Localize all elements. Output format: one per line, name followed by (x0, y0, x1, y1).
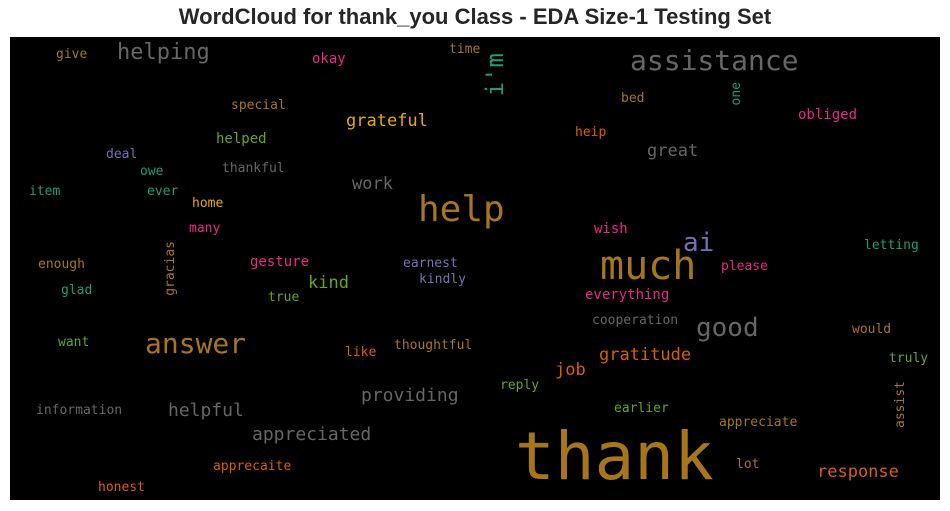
word-appreciate: appreciate (719, 415, 798, 430)
word-obliged: obliged (798, 107, 858, 123)
word-thankful: thankful (222, 161, 285, 176)
word-bed: bed (621, 91, 645, 106)
word-thoughtful: thoughtful (394, 338, 473, 353)
word-heip: heip (575, 125, 607, 140)
word-earlier: earlier (614, 401, 669, 416)
word-helped: helped (216, 131, 267, 147)
word-earnest: earnest (403, 256, 458, 271)
word-much: much (600, 243, 697, 289)
word-grateful: grateful (346, 111, 428, 131)
word-good: good (696, 313, 759, 343)
word-letting: letting (864, 238, 919, 253)
word-honest: honest (98, 480, 145, 495)
word-glad: glad (61, 283, 93, 298)
word-information: information (36, 403, 123, 418)
word-everything: everything (585, 287, 670, 303)
wordcloud-canvas: thank help much answer assistance good helping… (10, 37, 940, 500)
word-deal: deal (106, 147, 138, 162)
word-reply: reply (500, 378, 540, 393)
word-great: great (647, 141, 699, 161)
word-kind: kind (308, 273, 349, 293)
word-okay: okay (312, 51, 346, 67)
word-true: true (268, 290, 300, 305)
word-appreciated: appreciated (252, 424, 372, 445)
word-item: item (29, 184, 61, 199)
word-time: time (449, 42, 481, 57)
chart-title: WordCloud for thank_you Class - EDA Size… (178, 4, 772, 29)
word-im: i'm (481, 53, 509, 97)
word-assistance: assistance (630, 44, 799, 77)
word-enough: enough (38, 257, 85, 272)
word-work: work (352, 174, 393, 194)
word-many: many (189, 221, 221, 236)
word-home: home (192, 196, 224, 211)
word-would: would (852, 322, 892, 337)
word-assist: assist (893, 381, 908, 428)
word-special: special (231, 98, 286, 113)
word-kindly: kindly (419, 272, 466, 287)
word-gracias: gracias (163, 241, 178, 296)
word-helping: helping (117, 40, 210, 65)
word-job: job (555, 360, 586, 380)
word-truly: truly (889, 351, 929, 366)
word-please: please (721, 259, 768, 274)
word-owe: owe (140, 164, 164, 179)
word-gesture: gesture (250, 254, 310, 270)
word-one: one (729, 82, 744, 106)
word-providing: providing (361, 385, 459, 406)
word-wish: wish (594, 221, 628, 237)
word-want: want (58, 335, 90, 350)
word-response: response (817, 462, 899, 482)
word-ever: ever (147, 184, 179, 199)
word-give: give (56, 47, 88, 62)
word-answer: answer (145, 327, 247, 360)
word-help: help (418, 189, 505, 230)
word-helpful: helpful (168, 400, 244, 421)
word-ai: ai (683, 228, 715, 258)
word-like: like (345, 345, 377, 360)
word-apprecaite: apprecaite (213, 459, 292, 474)
word-lot: lot (736, 457, 760, 472)
word-cooperation: cooperation (592, 313, 679, 328)
word-gratitude: gratitude (599, 345, 692, 365)
word-thank: thank (515, 418, 714, 495)
